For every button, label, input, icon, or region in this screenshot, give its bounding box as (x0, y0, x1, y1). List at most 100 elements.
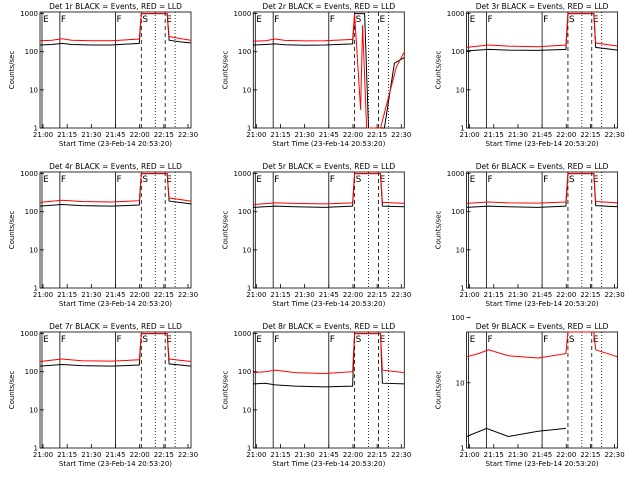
y-tick-label: 1 (34, 285, 38, 293)
x-tick-label: 22:30 (391, 451, 411, 459)
marker-label: S (356, 335, 362, 345)
y-tick-label: 10 (242, 246, 251, 254)
x-tick-label: 21:15 (484, 131, 504, 139)
panel-title: Det 2r BLACK = Events, RED = LLD (262, 2, 395, 11)
marker-label: F (61, 175, 66, 185)
x-tick-label: 22:00 (343, 131, 363, 139)
y-axis-label: Counts/sec (435, 371, 443, 410)
y-tick-label: 100 (25, 208, 38, 216)
x-tick-label: 22:30 (391, 291, 411, 299)
marker-label: S (356, 175, 362, 185)
x-tick-label: 21:00 (460, 451, 480, 459)
x-tick-label: 21:30 (508, 131, 528, 139)
y-tick-label: 10 (456, 246, 465, 254)
y-tick-label: 10 (29, 246, 38, 254)
x-tick-label: 22:15 (367, 451, 387, 459)
x-tick-label: 22:30 (391, 131, 411, 139)
marker-label: S (569, 175, 575, 185)
y-tick-label: 1000 (233, 330, 251, 338)
y-tick-label: 1000 (233, 10, 251, 18)
marker-label: E (470, 175, 476, 185)
series-line-lld (253, 13, 405, 129)
x-tick-label: 21:45 (319, 451, 339, 459)
x-tick-label: 22:15 (580, 291, 600, 299)
x-tick-label: 21:15 (57, 451, 77, 459)
y-axis-label: Counts/sec (435, 211, 443, 250)
x-tick-label: 21:00 (33, 131, 53, 139)
y-axis-label: Counts/sec (221, 51, 229, 90)
y-tick-label: 10 (456, 86, 465, 94)
y-tick-label: 1 (34, 125, 38, 133)
series-line-lld (39, 173, 192, 203)
y-tick-label: 1 (460, 125, 464, 133)
x-tick-label: 22:15 (367, 291, 387, 299)
x-tick-label: 22:00 (343, 451, 363, 459)
x-axis-label: Start Time (23-Feb-14 20:53:20) (486, 300, 599, 308)
x-tick-label: 21:45 (105, 291, 125, 299)
series-line-events (253, 13, 405, 129)
x-axis-label: Start Time (23-Feb-14 20:53:20) (272, 300, 385, 308)
y-axis-label: Counts/sec (221, 211, 229, 250)
x-tick-label: 21:15 (484, 291, 504, 299)
marker-label: E (166, 335, 172, 345)
y-axis-label: Counts/sec (8, 51, 16, 90)
series-line-events (39, 13, 192, 46)
x-tick-label: 22:00 (556, 131, 576, 139)
marker-label: E (256, 15, 262, 25)
marker-label: S (142, 15, 148, 25)
x-tick-label: 21:45 (532, 451, 552, 459)
x-tick-label: 21:45 (532, 291, 552, 299)
x-tick-label: 22:30 (178, 131, 198, 139)
marker-label: E (379, 175, 385, 185)
x-tick-label: 21:45 (319, 291, 339, 299)
x-axis-label: Start Time (23-Feb-14 20:53:20) (486, 140, 599, 148)
x-tick-label: 22:15 (580, 131, 600, 139)
y-tick-label: 1 (247, 125, 251, 133)
marker-label: F (330, 335, 335, 345)
y-tick-label: 10 (242, 406, 251, 414)
x-tick-label: 22:30 (604, 131, 624, 139)
marker-label: E (43, 175, 49, 185)
x-tick-label: 21:15 (270, 291, 290, 299)
x-tick-label: 21:15 (484, 451, 504, 459)
x-tick-label: 21:00 (246, 131, 266, 139)
marker-label: F (330, 175, 335, 185)
x-tick-label: 22:00 (556, 291, 576, 299)
marker-label: S (569, 335, 575, 345)
y-tick-label: 1000 (20, 10, 38, 18)
panel-title: Det 5r BLACK = Events, RED = LLD (262, 162, 395, 171)
x-tick-label: 22:00 (130, 451, 150, 459)
x-tick-label: 21:00 (246, 291, 266, 299)
y-tick-label: 10 (242, 86, 251, 94)
x-axis-label: Start Time (23-Feb-14 20:53:20) (486, 460, 599, 468)
y-tick-label: 100 (238, 48, 251, 56)
x-tick-label: 21:15 (270, 131, 290, 139)
panel-title: Det 7r BLACK = Events, RED = LLD (49, 322, 182, 331)
x-tick-label: 21:30 (295, 291, 315, 299)
x-tick-label: 21:30 (508, 451, 528, 459)
x-axis-label: Start Time (23-Feb-14 20:53:20) (59, 300, 172, 308)
marker-label: E (256, 175, 262, 185)
x-tick-label: 21:30 (81, 131, 101, 139)
marker-label: F (543, 335, 548, 345)
marker-label: F (543, 175, 548, 185)
x-tick-label: 21:00 (460, 291, 480, 299)
marker-label: F (330, 15, 335, 25)
y-tick-label: 10 (456, 379, 465, 387)
x-tick-label: 22:00 (343, 291, 363, 299)
marker-label: E (593, 335, 599, 345)
marker-label: S (142, 335, 148, 345)
y-tick-label: 1 (34, 445, 38, 453)
y-tick-label: 1000 (20, 170, 38, 178)
marker-label: F (117, 15, 122, 25)
y-tick-label: 1000 (447, 170, 465, 178)
series-line-lld (39, 333, 192, 362)
marker-label: E (379, 335, 385, 345)
x-tick-label: 22:00 (556, 451, 576, 459)
x-tick-label: 21:00 (33, 451, 53, 459)
